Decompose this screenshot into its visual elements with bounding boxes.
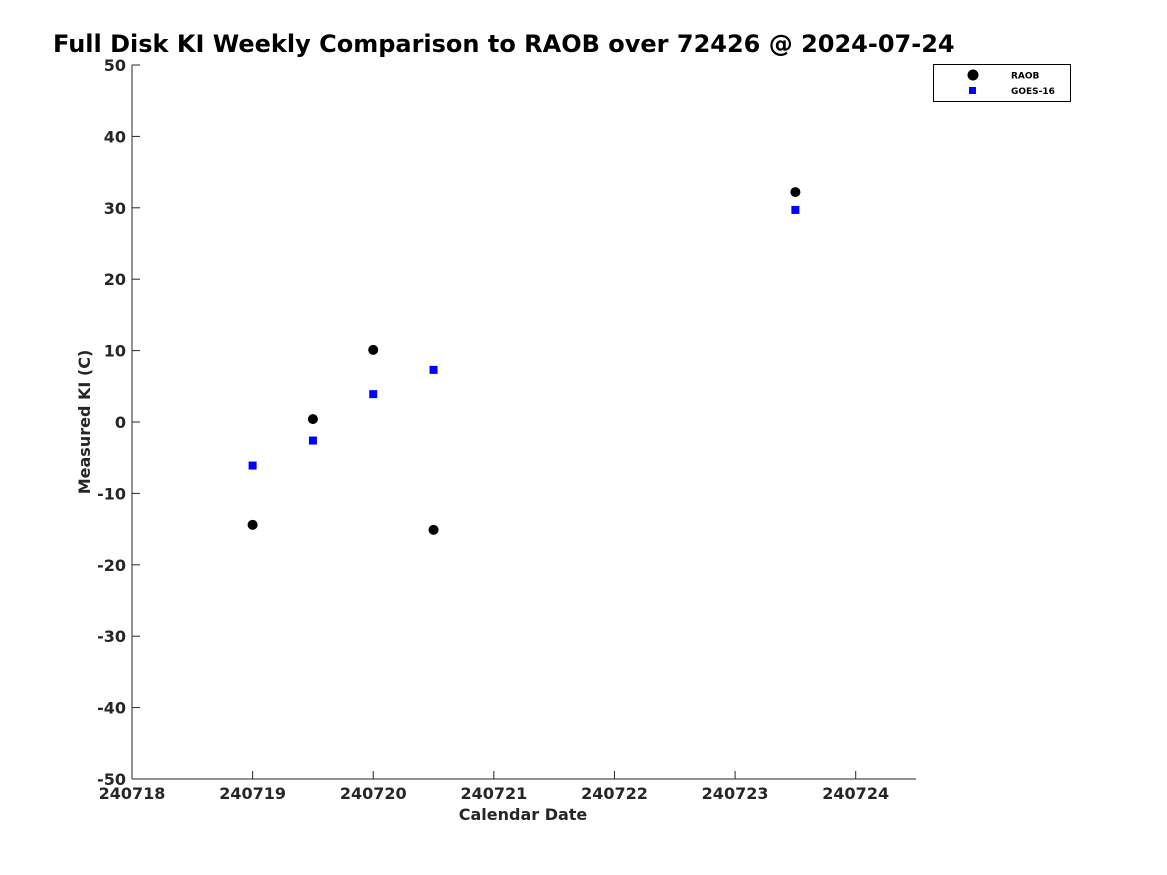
y-tick-label: 30 — [104, 199, 126, 218]
point-goes16 — [791, 205, 800, 214]
x-tick-label: 240719 — [219, 784, 286, 803]
chart-title: Full Disk KI Weekly Comparison to RAOB o… — [53, 30, 955, 58]
y-axis-label: Measured KI (C) — [75, 350, 94, 495]
point-goes16 — [429, 365, 438, 374]
x-tick-label: 240721 — [460, 784, 527, 803]
point-goes16 — [308, 436, 317, 445]
legend-label-raob: RAOB — [1011, 72, 1040, 82]
point-raob — [307, 414, 318, 425]
y-tick-label: -40 — [97, 699, 126, 718]
y-axis-ticks: 50 40 30 20 10 0 -10 -20 -30 -40 -50 — [97, 56, 140, 789]
point-raob — [790, 187, 801, 198]
data-points — [247, 187, 801, 535]
y-tick-label: -50 — [97, 770, 126, 789]
x-tick-label: 240723 — [702, 784, 769, 803]
point-goes16 — [369, 390, 378, 399]
legend: RAOB GOES-16 — [933, 64, 1071, 102]
legend-box — [933, 64, 1071, 102]
x-axis-label: Calendar Date — [459, 805, 588, 824]
point-raob — [247, 519, 258, 530]
x-tick-label: 240722 — [581, 784, 648, 803]
y-tick-label: 40 — [104, 127, 126, 146]
legend-label-goes16: GOES-16 — [1011, 87, 1055, 97]
y-tick-label: -20 — [97, 556, 126, 575]
legend-marker-raob — [967, 69, 979, 81]
x-tick-label: 240718 — [99, 784, 166, 803]
point-raob — [368, 344, 379, 355]
y-tick-label: -10 — [97, 484, 126, 503]
x-axis-ticks: 240718 240719 240720 240721 240722 240723 2407… — [99, 771, 889, 803]
point-goes16 — [248, 461, 257, 470]
legend-marker-goes16 — [969, 87, 976, 94]
x-tick-label: 240724 — [822, 784, 889, 803]
plot-axes — [131, 65, 916, 780]
y-tick-label: -30 — [97, 627, 126, 646]
y-tick-label: 20 — [104, 270, 126, 289]
x-tick-label: 240720 — [340, 784, 407, 803]
y-tick-label: 50 — [104, 56, 126, 75]
y-tick-label: 0 — [115, 413, 126, 432]
y-tick-label: 10 — [104, 342, 126, 361]
point-raob — [428, 524, 439, 535]
